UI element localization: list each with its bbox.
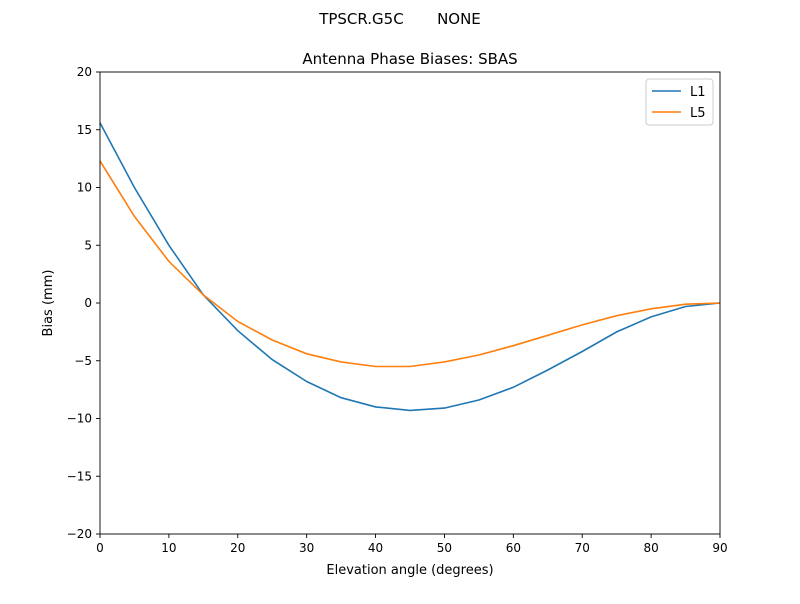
legend-label-l5: L5 <box>690 106 706 121</box>
x-tick-label: 0 <box>96 541 104 555</box>
axes-frame <box>99 71 721 535</box>
x-axis-label: Elevation angle (degrees) <box>326 563 493 578</box>
suptitle: TPSCR.G5C NONE <box>318 10 481 28</box>
plot-area: 0 10 20 30 40 50 60 70 80 90 −20 −15 −10 −5 0 5 10 15 20 L1… <box>67 65 728 555</box>
x-tick-label: 40 <box>368 541 383 555</box>
x-tick-label: 70 <box>575 541 590 555</box>
series-line-l5 <box>99 160 721 368</box>
x-tick-label: 80 <box>643 541 658 555</box>
y-tick-label: 15 <box>77 123 92 137</box>
x-tick-label: 50 <box>437 541 452 555</box>
y-tick-label: 5 <box>84 238 92 252</box>
y-tick-label: −20 <box>67 527 92 541</box>
y-tick-label: −10 <box>67 412 92 426</box>
x-tick-label: 90 <box>712 541 727 555</box>
legend-label-l1: L1 <box>690 85 706 100</box>
y-tick-label: 10 <box>77 181 92 195</box>
x-tick-label: 30 <box>299 541 314 555</box>
y-tick-label: −5 <box>74 354 92 368</box>
chart-title: Antenna Phase Biases: SBAS <box>302 50 517 68</box>
x-tick-label: 60 <box>506 541 521 555</box>
x-tick-label: 10 <box>161 541 176 555</box>
x-tick-label: 20 <box>230 541 245 555</box>
y-tick-label: 0 <box>84 296 92 310</box>
y-tick-label: −15 <box>67 469 92 483</box>
y-tick-label: 20 <box>77 65 92 79</box>
y-axis-label: Bias (mm) <box>41 270 56 337</box>
